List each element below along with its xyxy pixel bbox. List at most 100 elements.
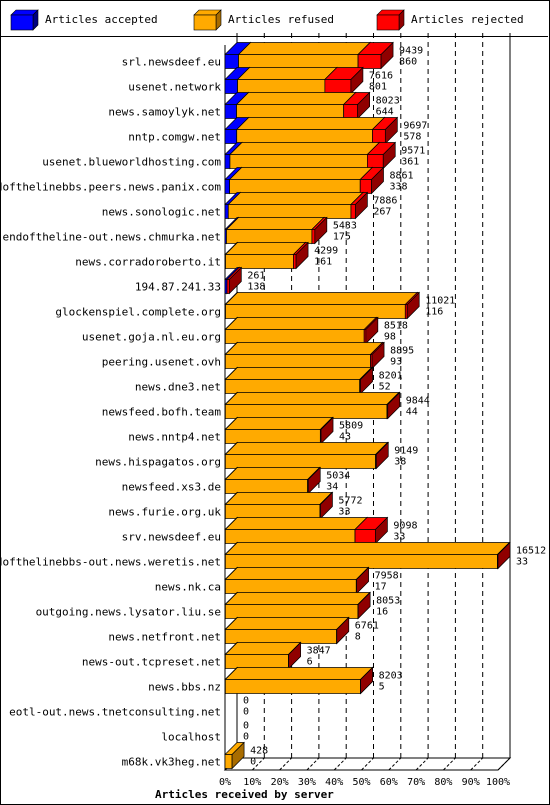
legend-item-refused: Articles refused <box>193 9 334 31</box>
rejected-value-label: 38 <box>394 457 406 468</box>
bar-refused-top <box>237 42 371 55</box>
bar-rejected <box>350 204 356 219</box>
bar-refused-top <box>228 167 374 180</box>
rejected-value-label: 5 <box>379 682 385 693</box>
rejected-value-label: 578 <box>403 132 421 143</box>
total-value-label: 16512 <box>516 546 546 557</box>
x-tick-label: 30% <box>298 777 316 788</box>
rejected-value-label: 116 <box>425 307 443 318</box>
rejected-value-label: 801 <box>369 82 387 93</box>
x-tick-label: 60% <box>380 777 398 788</box>
rejected-value-label: 860 <box>399 57 417 68</box>
x-tick-label: 100% <box>486 777 510 788</box>
bar-refused <box>236 129 373 144</box>
total-value-label: 11021 <box>425 296 455 307</box>
bar-refused-side <box>231 741 245 770</box>
bar-refused <box>224 679 361 694</box>
x-tick-mark <box>470 757 484 771</box>
category-label: news.samoylyk.net <box>108 106 221 119</box>
bar-rejected-side <box>295 241 309 270</box>
x-tick-mark <box>333 757 347 771</box>
category-label: nntp.comgw.net <box>128 131 221 144</box>
bar-refused-top <box>224 367 373 380</box>
bar-rejected-side <box>307 466 321 495</box>
bar-refused-top <box>224 342 384 355</box>
x-tick-mark <box>497 757 511 771</box>
bar-refused <box>224 379 361 394</box>
bar-rejected <box>367 154 384 169</box>
x-tick-label: 70% <box>407 777 425 788</box>
bar-refused-top <box>224 642 302 655</box>
x-tick-mark <box>443 757 456 771</box>
bar-rejected <box>293 254 297 269</box>
rejected-value-label: 0 <box>250 757 256 768</box>
bar-rejected-side <box>365 316 379 345</box>
bar-refused <box>224 654 289 669</box>
x-tick-mark <box>388 757 402 771</box>
rejected-value-label: 267 <box>373 207 391 218</box>
total-value-label: 6761 <box>355 621 379 632</box>
category-label: 194.87.241.33 <box>135 281 221 294</box>
bar-refused-top <box>224 592 371 605</box>
bar-refused-top <box>235 92 357 105</box>
bar-accepted <box>224 204 229 219</box>
bar-rejected <box>311 229 316 244</box>
bar-rejected-side <box>360 366 373 395</box>
total-value-label: 9571 <box>401 146 425 157</box>
bar-refused <box>236 104 345 119</box>
bar-rejected <box>359 179 372 194</box>
category-label: news.nntp4.net <box>128 431 221 444</box>
legend-item-accepted: Articles accepted <box>10 9 158 31</box>
rejected-value-label: 338 <box>390 182 408 193</box>
rejected-value-label: 17 <box>375 582 387 593</box>
category-label: peering.usenet.ovh <box>102 356 221 369</box>
legend: Articles accepted Articles refused Artic… <box>0 0 548 37</box>
total-value-label: 7616 <box>369 71 393 82</box>
x-tick-mark <box>361 757 374 771</box>
rejected-value-label: 43 <box>339 432 351 443</box>
category-label: glockenspiel.complete.org <box>55 306 221 319</box>
bar-refused-top <box>224 392 400 405</box>
bar-rejected-side <box>375 516 388 545</box>
bar-rejected-side <box>371 166 384 195</box>
x-tick-label: 20% <box>271 777 289 788</box>
category-label: newsfeed.xs3.de <box>122 481 221 494</box>
bar-rejected-side <box>355 191 368 220</box>
bar-refused-top <box>224 292 419 305</box>
category-label: news.dne3.net <box>135 381 221 394</box>
x-tick-label: 90% <box>462 777 480 788</box>
bar-refused <box>224 529 356 544</box>
rejected-value-label: 0 <box>243 707 249 718</box>
total-value-label: 428 <box>250 746 268 757</box>
category-label: newsfeed.bofh.team <box>102 406 222 419</box>
bar-refused <box>227 204 352 219</box>
category-label: news.corradoroberto.it <box>75 256 221 269</box>
bar-rejected-side <box>228 266 242 295</box>
bar-refused-top <box>225 217 325 230</box>
category-label: usenet.blueworldhosting.com <box>42 156 221 169</box>
bar-rejected-side <box>320 416 334 445</box>
floor-plane <box>223 757 512 771</box>
category-label: news.hispagatos.org <box>95 456 221 469</box>
rejected-value-label: 33 <box>516 557 528 568</box>
total-value-label: 9844 <box>406 396 430 407</box>
x-tick-mark <box>279 757 292 771</box>
bar-refused-top <box>224 442 389 455</box>
bar-rejected <box>354 529 376 544</box>
category-label: news.furie.org.uk <box>108 506 221 519</box>
total-value-label: 9098 <box>393 521 417 532</box>
total-value-label: 9439 <box>399 46 423 57</box>
category-label: news.netfront.net <box>108 631 221 644</box>
total-value-label: 8895 <box>390 346 414 357</box>
bar-rejected-side <box>384 116 398 145</box>
total-value-label: 5433 <box>333 221 357 232</box>
bar-rejected-side <box>356 566 369 595</box>
bar-rejected-side <box>357 591 371 620</box>
bar-rejected-side <box>350 66 364 95</box>
bar-refused <box>229 179 361 194</box>
x-tick-label: 50% <box>352 777 370 788</box>
bar-refused-top <box>229 142 381 155</box>
total-value-label: 8861 <box>390 171 414 182</box>
x-tick-label: 10% <box>243 777 261 788</box>
bar-rejected-side <box>382 141 396 170</box>
